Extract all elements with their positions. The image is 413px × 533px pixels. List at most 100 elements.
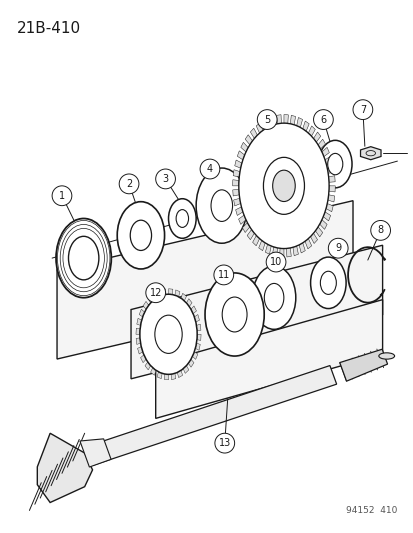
Ellipse shape (168, 199, 196, 238)
Polygon shape (235, 207, 242, 215)
Polygon shape (265, 244, 271, 254)
Polygon shape (252, 236, 259, 246)
Polygon shape (135, 328, 140, 334)
Ellipse shape (352, 100, 372, 119)
Polygon shape (174, 290, 180, 297)
Text: 21B-410: 21B-410 (17, 21, 81, 36)
Ellipse shape (155, 169, 175, 189)
Polygon shape (327, 195, 334, 202)
Ellipse shape (328, 238, 347, 258)
Polygon shape (327, 166, 333, 173)
Polygon shape (188, 359, 194, 367)
Polygon shape (247, 230, 254, 240)
Polygon shape (321, 147, 328, 157)
Text: 8: 8 (377, 225, 383, 236)
Polygon shape (57, 201, 352, 359)
Polygon shape (140, 355, 146, 362)
Ellipse shape (214, 265, 233, 285)
Ellipse shape (252, 266, 295, 329)
Text: 9: 9 (335, 243, 340, 253)
Polygon shape (319, 220, 326, 229)
Polygon shape (250, 128, 257, 139)
Ellipse shape (117, 201, 164, 269)
Polygon shape (269, 116, 274, 126)
Polygon shape (86, 366, 336, 465)
Polygon shape (299, 243, 304, 253)
Ellipse shape (145, 283, 165, 303)
Polygon shape (196, 324, 200, 330)
Ellipse shape (204, 273, 263, 356)
Ellipse shape (130, 220, 151, 251)
Polygon shape (240, 142, 248, 152)
Polygon shape (171, 373, 176, 379)
Polygon shape (180, 293, 186, 301)
Polygon shape (164, 374, 168, 380)
Polygon shape (238, 215, 245, 224)
Text: 7: 7 (359, 104, 365, 115)
Polygon shape (232, 180, 238, 186)
Ellipse shape (119, 174, 139, 194)
Polygon shape (302, 121, 309, 131)
Polygon shape (194, 314, 199, 322)
Polygon shape (308, 126, 315, 136)
Ellipse shape (238, 123, 328, 248)
Polygon shape (137, 346, 142, 354)
Polygon shape (177, 370, 182, 377)
Polygon shape (233, 198, 240, 206)
Polygon shape (286, 248, 291, 257)
Polygon shape (360, 147, 380, 160)
Polygon shape (317, 139, 325, 149)
Text: 1: 1 (59, 191, 65, 201)
Ellipse shape (263, 157, 304, 214)
Ellipse shape (222, 297, 247, 332)
Polygon shape (150, 368, 156, 375)
Polygon shape (37, 433, 93, 503)
Polygon shape (328, 176, 335, 182)
Polygon shape (256, 123, 262, 133)
Polygon shape (304, 239, 311, 249)
Ellipse shape (196, 168, 247, 243)
Ellipse shape (154, 315, 182, 353)
Polygon shape (328, 186, 335, 192)
Polygon shape (233, 169, 240, 177)
Ellipse shape (313, 110, 332, 130)
Text: 2: 2 (126, 179, 132, 189)
Polygon shape (154, 291, 159, 298)
Polygon shape (276, 115, 281, 124)
Polygon shape (324, 156, 332, 165)
Ellipse shape (52, 186, 72, 206)
Text: 4: 4 (206, 164, 213, 174)
Polygon shape (155, 300, 382, 418)
Text: 10: 10 (269, 257, 282, 267)
Polygon shape (292, 246, 298, 256)
Text: 13: 13 (218, 438, 230, 448)
Polygon shape (339, 349, 387, 381)
Polygon shape (143, 301, 148, 309)
Polygon shape (283, 115, 287, 123)
Polygon shape (131, 245, 382, 379)
Ellipse shape (370, 221, 389, 240)
Polygon shape (323, 212, 330, 221)
Polygon shape (315, 227, 322, 237)
Polygon shape (192, 352, 197, 359)
Polygon shape (262, 119, 268, 129)
Ellipse shape (272, 170, 294, 201)
Ellipse shape (327, 154, 342, 175)
Ellipse shape (214, 433, 234, 453)
Ellipse shape (56, 219, 111, 297)
Polygon shape (136, 338, 140, 344)
Polygon shape (272, 247, 277, 256)
Ellipse shape (211, 190, 232, 221)
Polygon shape (136, 318, 141, 325)
Polygon shape (325, 204, 332, 212)
Polygon shape (310, 233, 317, 244)
Ellipse shape (378, 353, 394, 359)
Polygon shape (139, 309, 144, 317)
Polygon shape (232, 189, 239, 196)
Polygon shape (290, 115, 295, 125)
Polygon shape (148, 295, 154, 303)
Polygon shape (168, 289, 173, 295)
Polygon shape (296, 117, 302, 127)
Ellipse shape (199, 159, 219, 179)
Ellipse shape (140, 294, 197, 374)
